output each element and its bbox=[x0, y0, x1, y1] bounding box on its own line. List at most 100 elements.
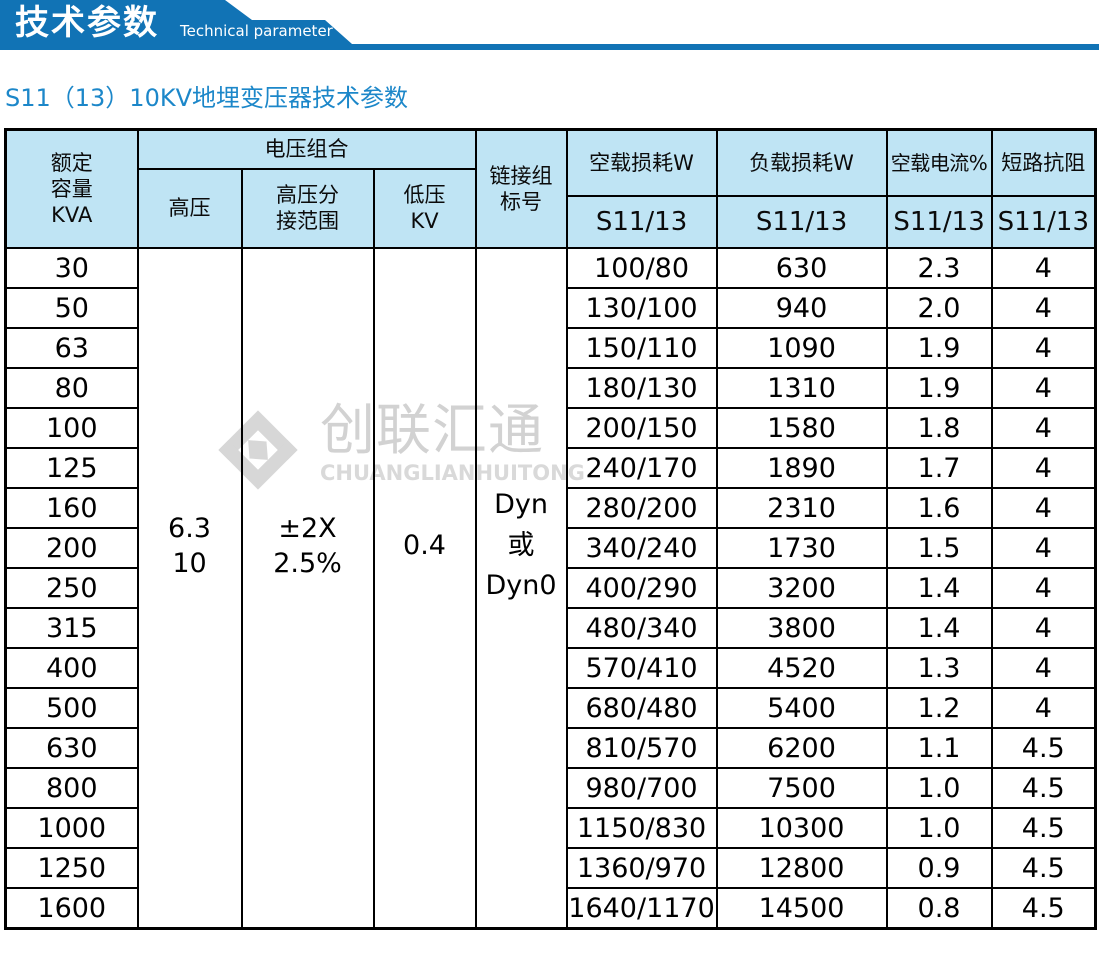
cell-noload-loss: 200/150 bbox=[565, 407, 718, 449]
cell-rated-capacity: 315 bbox=[4, 607, 139, 649]
col-header-rated-capacity: 额定 容量 KVA bbox=[4, 128, 139, 249]
cell-rated-capacity: 800 bbox=[4, 767, 139, 809]
cell-rated-capacity: 50 bbox=[4, 287, 139, 329]
table-row: 30 6.3 10 ±2X 2.5% 0.4 Dyn 或 Dyn0 100/80 630 2.… bbox=[4, 247, 1097, 930]
cell-impedance: 4.5 bbox=[990, 887, 1097, 930]
cell-load-loss: 2310 bbox=[715, 487, 888, 529]
section-heading: S11（13）10KV地埋变压器技术参数 bbox=[5, 84, 409, 112]
cell-load-loss: 7500 bbox=[715, 767, 888, 809]
table-row: 400 570/410 4520 1.3 4 bbox=[4, 647, 1097, 689]
cell-noload-loss: 130/100 bbox=[565, 287, 718, 329]
table-row: 100 200/150 1580 1.8 4 bbox=[4, 407, 1097, 449]
cell-impedance: 4.5 bbox=[990, 807, 1097, 849]
table-row: 1600 1640/1170 14500 0.8 4.5 bbox=[4, 887, 1097, 930]
table-row: 500 680/480 5400 1.2 4 bbox=[4, 687, 1097, 729]
table-row: 315 480/340 3800 1.4 4 bbox=[4, 607, 1097, 649]
cell-noload-loss: 480/340 bbox=[565, 607, 718, 649]
cell-rated-capacity: 630 bbox=[4, 727, 139, 769]
cell-noload-loss: 180/130 bbox=[565, 367, 718, 409]
cell-rated-capacity: 500 bbox=[4, 687, 139, 729]
cell-noload-loss: 340/240 bbox=[565, 527, 718, 569]
noload-loss-model: S11/13 bbox=[595, 206, 688, 237]
impedance-label: 短路抗阻 bbox=[993, 131, 1094, 197]
cell-impedance: 4 bbox=[990, 407, 1097, 449]
cell-noload-current: 1.1 bbox=[885, 727, 993, 769]
cell-load-loss: 10300 bbox=[715, 807, 888, 849]
cell-impedance: 4 bbox=[990, 687, 1097, 729]
cell-rated-capacity: 400 bbox=[4, 647, 139, 689]
col-header-impedance: 短路抗阻 S11/13 bbox=[990, 128, 1097, 249]
cell-noload-current: 1.8 bbox=[885, 407, 993, 449]
cell-impedance: 4 bbox=[990, 607, 1097, 649]
col-header-vector-group: 链接组 标号 bbox=[474, 128, 568, 249]
cell-noload-loss: 240/170 bbox=[565, 447, 718, 489]
table-row: 80 180/130 1310 1.9 4 bbox=[4, 367, 1097, 409]
table-row: 1250 1360/970 12800 0.9 4.5 bbox=[4, 847, 1097, 889]
cell-impedance: 4 bbox=[990, 527, 1097, 569]
cell-noload-loss: 1360/970 bbox=[565, 847, 718, 889]
cell-load-loss: 1890 bbox=[715, 447, 888, 489]
header-row-2: 高压 高压分 接范围 低压 KV bbox=[6, 167, 1096, 250]
cell-rated-capacity: 200 bbox=[4, 527, 139, 569]
cell-rated-capacity: 250 bbox=[4, 567, 139, 609]
cell-rated-capacity: 160 bbox=[4, 487, 139, 529]
cell-noload-current: 0.8 bbox=[885, 887, 993, 930]
cell-load-loss: 1310 bbox=[715, 367, 888, 409]
cell-impedance: 4 bbox=[990, 247, 1097, 289]
col-header-lv: 低压 KV bbox=[372, 167, 477, 250]
cell-noload-current: 1.3 bbox=[885, 647, 993, 689]
table-row: 1000 1150/830 10300 1.0 4.5 bbox=[4, 807, 1097, 849]
header-row-1: 额定 容量 KVA 电压组合 链接组 标号 空载损耗W S11/13 负载损耗W… bbox=[4, 128, 1097, 249]
cell-noload-loss: 1150/830 bbox=[565, 807, 718, 849]
cell-noload-loss: 400/290 bbox=[565, 567, 718, 609]
noload-current-label: 空载电流% bbox=[888, 131, 990, 197]
cell-impedance: 4 bbox=[990, 447, 1097, 489]
col-header-load-loss: 负载损耗W S11/13 bbox=[715, 128, 888, 249]
cell-lv-merged: 0.4 bbox=[372, 247, 477, 930]
banner-title: 技术参数 bbox=[15, 3, 159, 43]
table-row: 160 280/200 2310 1.6 4 bbox=[4, 487, 1097, 529]
cell-load-loss: 6200 bbox=[715, 727, 888, 769]
cell-impedance: 4 bbox=[990, 487, 1097, 529]
cell-noload-loss: 980/700 bbox=[565, 767, 718, 809]
cell-noload-loss: 810/570 bbox=[565, 727, 718, 769]
cell-hv-merged: 6.3 10 bbox=[136, 247, 243, 930]
cell-noload-current: 1.7 bbox=[885, 447, 993, 489]
col-header-voltage-group: 电压组合 bbox=[136, 128, 477, 170]
cell-rated-capacity: 100 bbox=[4, 407, 139, 449]
cell-rated-capacity: 1250 bbox=[4, 847, 139, 889]
cell-impedance: 4 bbox=[990, 287, 1097, 329]
banner-subtitle-en: Technical parameter bbox=[180, 22, 333, 40]
cell-impedance: 4 bbox=[990, 567, 1097, 609]
impedance-model: S11/13 bbox=[997, 206, 1089, 237]
cell-rated-capacity: 80 bbox=[4, 367, 139, 409]
cell-load-loss: 3800 bbox=[715, 607, 888, 649]
cell-noload-loss: 680/480 bbox=[565, 687, 718, 729]
spec-table-body: 30 6.3 10 ±2X 2.5% 0.4 Dyn 或 Dyn0 100/80 630 2.… bbox=[4, 247, 1097, 930]
cell-tap-merged: ±2X 2.5% bbox=[240, 247, 375, 930]
cell-noload-loss: 150/110 bbox=[565, 327, 718, 369]
spec-table-head: 额定 容量 KVA 电压组合 链接组 标号 空载损耗W S11/13 负载损耗W… bbox=[4, 128, 1097, 250]
cell-noload-loss: 280/200 bbox=[565, 487, 718, 529]
noload-loss-label: 空载损耗W bbox=[568, 131, 715, 197]
spec-table: 额定 容量 KVA 电压组合 链接组 标号 空载损耗W S11/13 负载损耗W… bbox=[4, 128, 1098, 930]
table-row: 63 150/110 1090 1.9 4 bbox=[4, 327, 1097, 369]
col-header-noload-current: 空载电流% S11/13 bbox=[885, 128, 993, 249]
cell-impedance: 4.5 bbox=[990, 847, 1097, 889]
cell-rated-capacity: 1600 bbox=[4, 887, 139, 930]
cell-noload-loss: 570/410 bbox=[565, 647, 718, 689]
col-header-noload-loss: 空载损耗W S11/13 bbox=[565, 128, 718, 249]
table-row: 125 240/170 1890 1.7 4 bbox=[4, 447, 1097, 489]
table-row: 630 810/570 6200 1.1 4.5 bbox=[4, 727, 1097, 769]
cell-noload-current: 1.4 bbox=[885, 607, 993, 649]
load-loss-label: 负载损耗W bbox=[718, 131, 885, 197]
cell-noload-current: 0.9 bbox=[885, 847, 993, 889]
cell-rated-capacity: 63 bbox=[4, 327, 139, 369]
cell-load-loss: 1730 bbox=[715, 527, 888, 569]
cell-noload-current: 1.0 bbox=[885, 807, 993, 849]
cell-load-loss: 5400 bbox=[715, 687, 888, 729]
cell-load-loss: 630 bbox=[715, 247, 888, 289]
table-row: 200 340/240 1730 1.5 4 bbox=[4, 527, 1097, 569]
cell-noload-current: 1.5 bbox=[885, 527, 993, 569]
cell-impedance: 4 bbox=[990, 367, 1097, 409]
